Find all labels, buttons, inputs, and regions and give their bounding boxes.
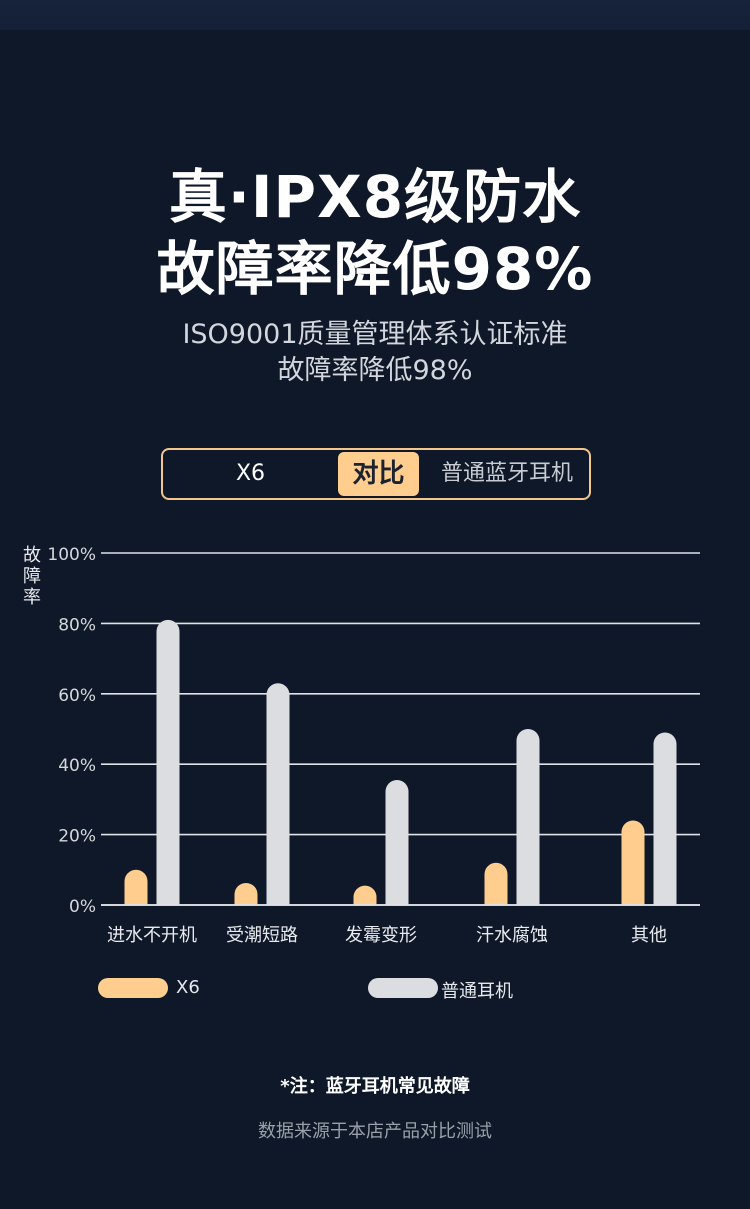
- x-tick-label: 进水不开机: [107, 925, 197, 946]
- x-tick-label: 受潮短路: [226, 925, 298, 946]
- headline-line-1: 真·IPX8级防水: [168, 163, 582, 231]
- headline-line-2: 故障率降低98%: [156, 235, 594, 303]
- y-tick-label: 100%: [47, 545, 96, 565]
- bar-x6: [124, 869, 148, 905]
- top-banner-strip: [0, 0, 750, 30]
- bar-x6: [621, 820, 645, 905]
- bar-x6: [234, 882, 258, 905]
- subtitle-line-1: ISO9001质量管理体系认证标准: [182, 319, 568, 350]
- bar-x6: [353, 885, 377, 905]
- data-source: 数据来源于本店产品对比测试: [258, 1121, 492, 1142]
- comparison-x6-label: X6: [235, 461, 266, 486]
- x-tick-label: 汗水腐蚀: [476, 925, 548, 946]
- legend-x6-label: X6: [176, 977, 200, 998]
- x-tick-label: 其他: [631, 925, 667, 946]
- legend-x6-swatch: [98, 978, 168, 998]
- bar-x6: [484, 862, 508, 905]
- y-tick-label: 20%: [58, 827, 96, 847]
- x-tick-label: 发霉变形: [345, 925, 417, 946]
- y-tick-label: 80%: [58, 615, 96, 635]
- legend-ordinary-swatch: [368, 978, 438, 998]
- y-tick-label: 60%: [58, 686, 96, 706]
- bar-ordinary: [385, 780, 409, 905]
- y-tick-label: 0%: [69, 897, 96, 917]
- bar-ordinary: [653, 732, 677, 905]
- subtitle-line-2: 故障率降低98%: [277, 355, 473, 386]
- bar-ordinary: [516, 729, 540, 905]
- legend-ordinary-label: 普通耳机: [441, 981, 513, 1002]
- y-axis-label: 故障率: [23, 545, 41, 608]
- comparison-header: X6 对比 普通蓝牙耳机: [161, 448, 591, 500]
- bar-ordinary: [156, 619, 180, 905]
- comparison-badge: 对比: [338, 452, 419, 496]
- bar-ordinary: [266, 683, 290, 905]
- footnote: *注：蓝牙耳机常见故障: [280, 1076, 470, 1097]
- y-tick-label: 40%: [58, 756, 96, 776]
- failure-rate-chart: 0% 20% 40% 60% 80% 100% 进水不开机 受潮短路 发霉变形 汗水腐蚀 其他: [47, 545, 700, 946]
- comparison-ordinary-label: 普通蓝牙耳机: [440, 461, 573, 486]
